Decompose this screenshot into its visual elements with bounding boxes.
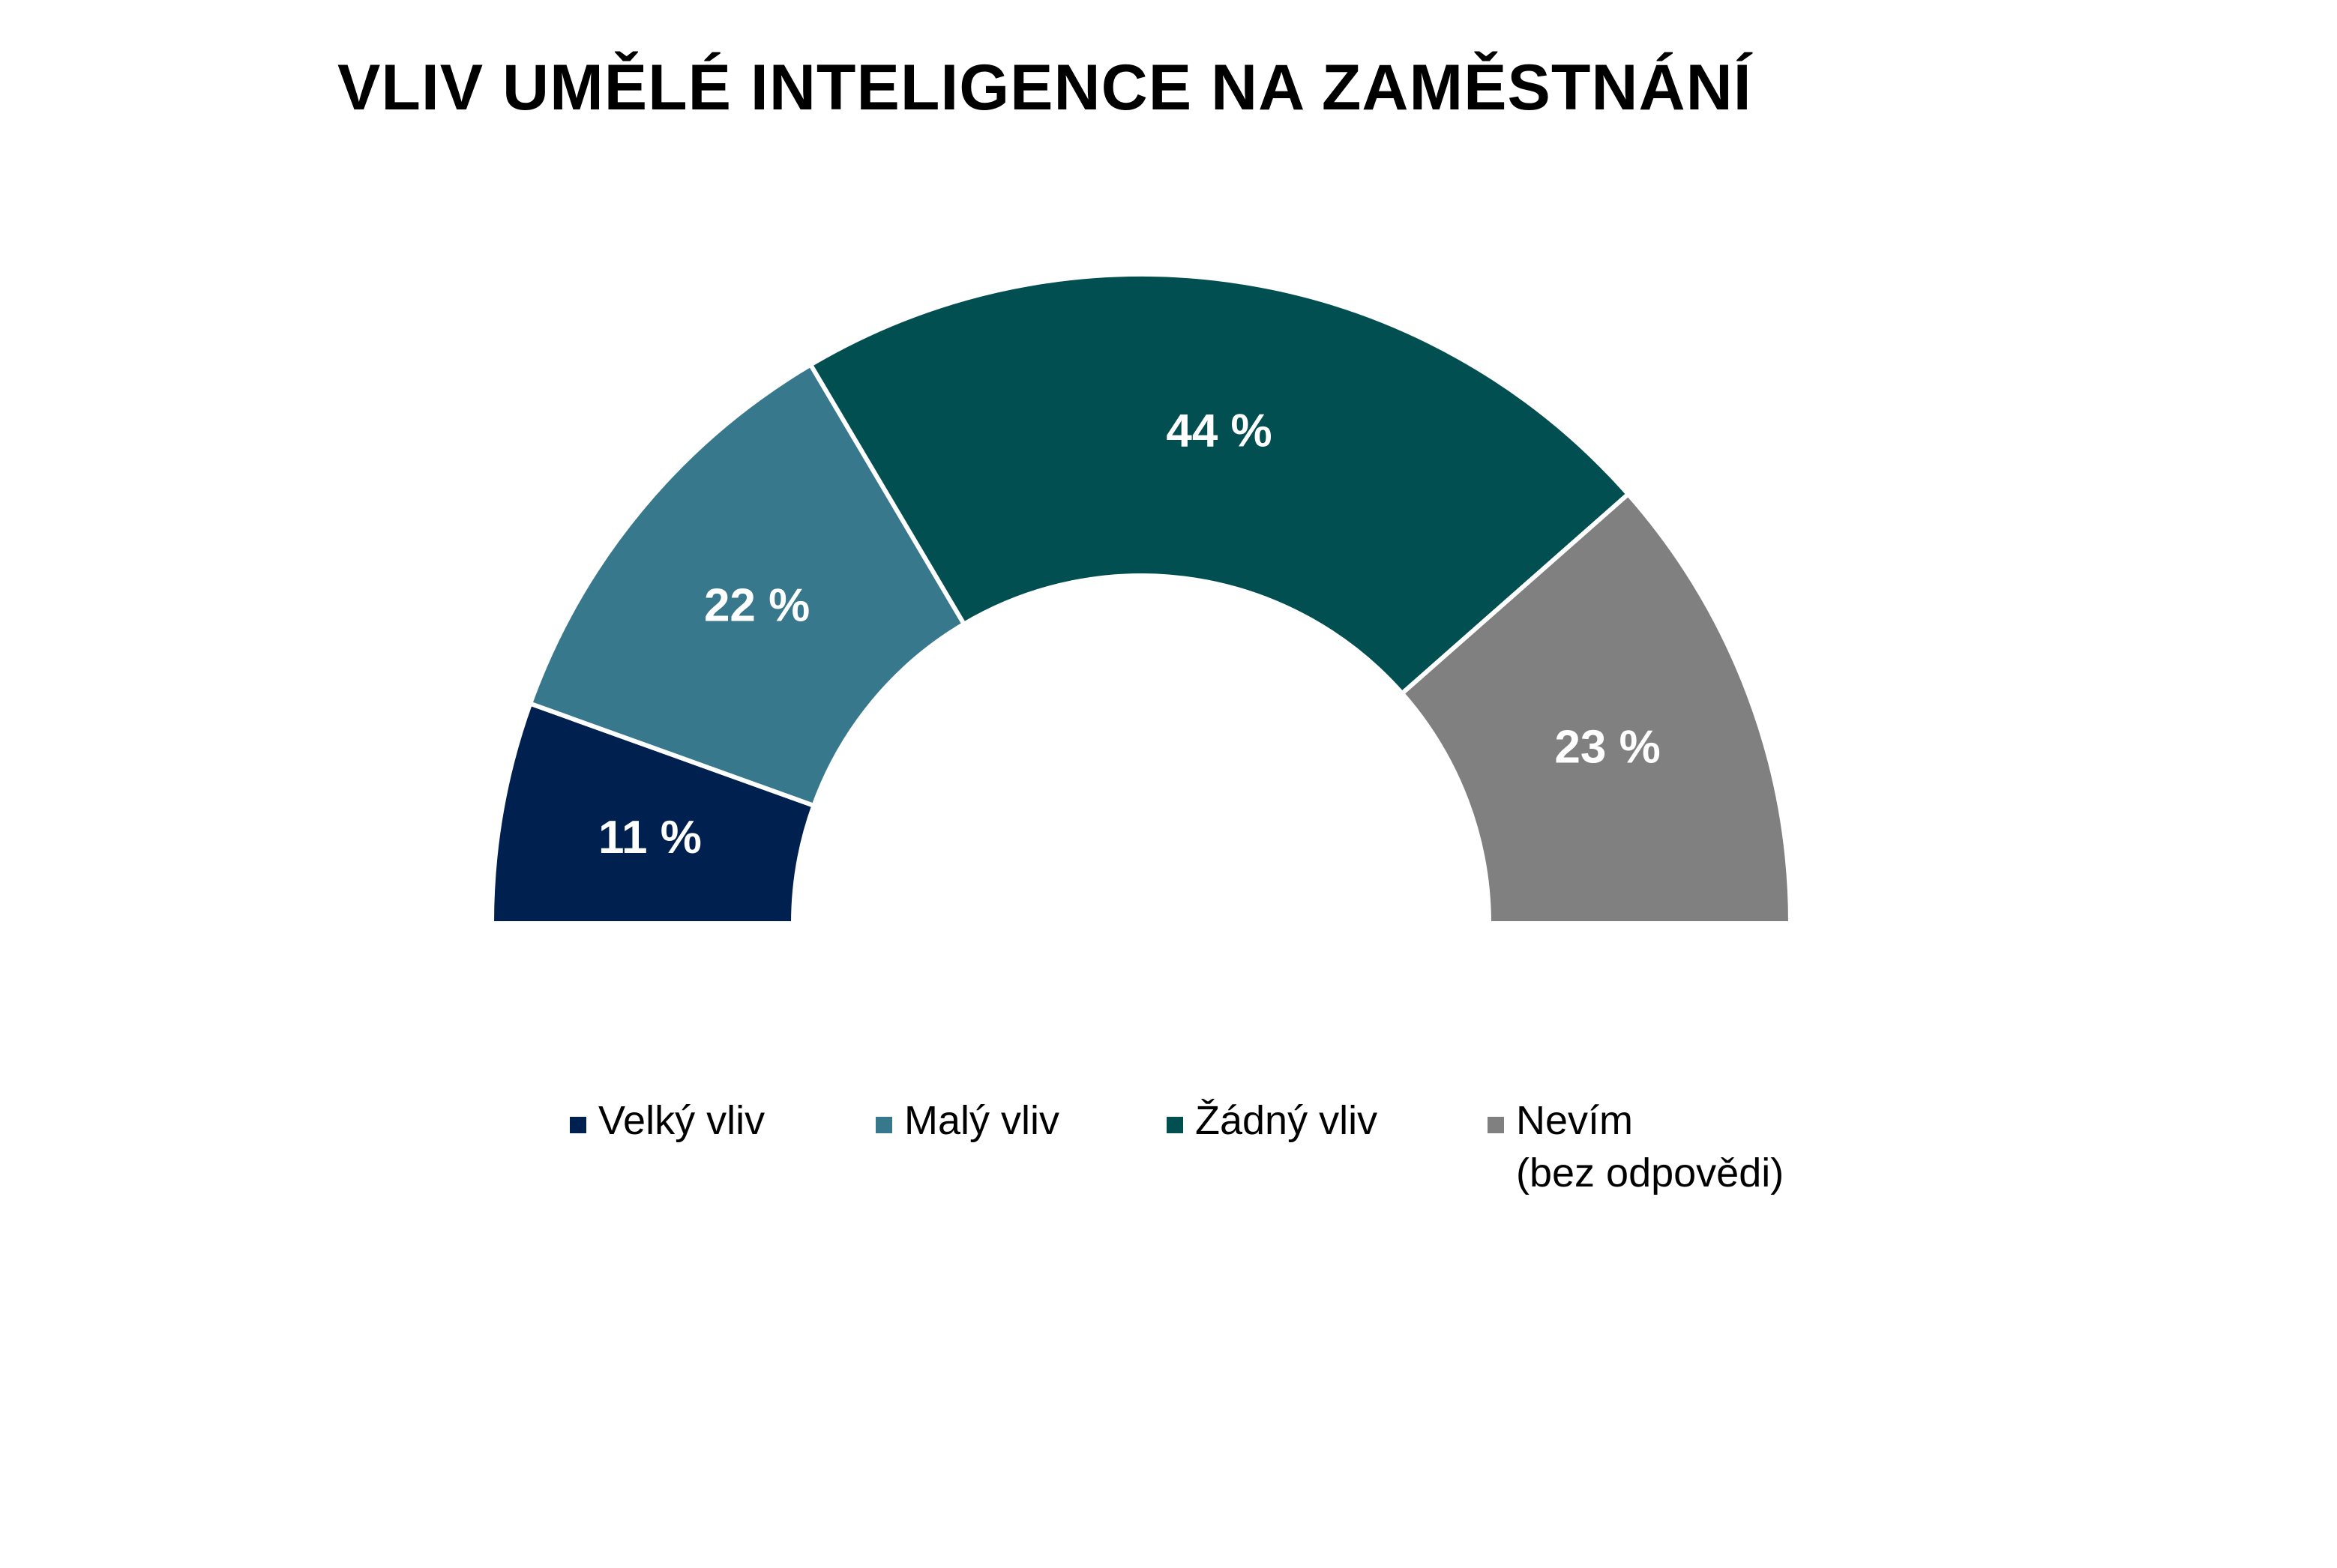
- legend-swatch-2: [876, 1117, 892, 1133]
- slice-2: [527, 361, 967, 809]
- chart-title: VLIV UMĚLÉ INTELIGENCE NA ZAMĚSTNÁNÍ: [337, 52, 1752, 124]
- legend-item-1: Velký vliv: [570, 1094, 765, 1147]
- legend-label-4: Nevím (bez odpovědi): [1516, 1098, 1784, 1195]
- chart-legend: Velký vliv Malý vliv Žádný vliv Nevím (bez …: [0, 1094, 2337, 1214]
- legend-swatch-3: [1167, 1117, 1183, 1133]
- slice-value-label-4: 23 %: [1554, 721, 1660, 773]
- legend-swatch-4: [1488, 1117, 1504, 1133]
- legend-label-1: Velký vliv: [598, 1098, 766, 1143]
- legend-label-3: Žádný vliv: [1195, 1098, 1378, 1143]
- legend-item-2: Malý vliv: [876, 1094, 1059, 1147]
- legend-item-4: Nevím (bez odpovědi): [1488, 1094, 1784, 1199]
- slice-value-label-2: 22 %: [704, 580, 810, 632]
- slice-value-label-1: 11 %: [598, 812, 702, 863]
- slice-3: [807, 272, 1631, 697]
- legend-item-3: Žádný vliv: [1167, 1094, 1377, 1147]
- slice-4: [1398, 491, 1793, 926]
- legend-label-2: Malý vliv: [904, 1098, 1060, 1143]
- slice-value-label-3: 44 %: [1166, 405, 1272, 457]
- half-donut-chart: 11 % 22 % 44 % 23 %: [492, 272, 1793, 926]
- legend-swatch-1: [570, 1117, 586, 1133]
